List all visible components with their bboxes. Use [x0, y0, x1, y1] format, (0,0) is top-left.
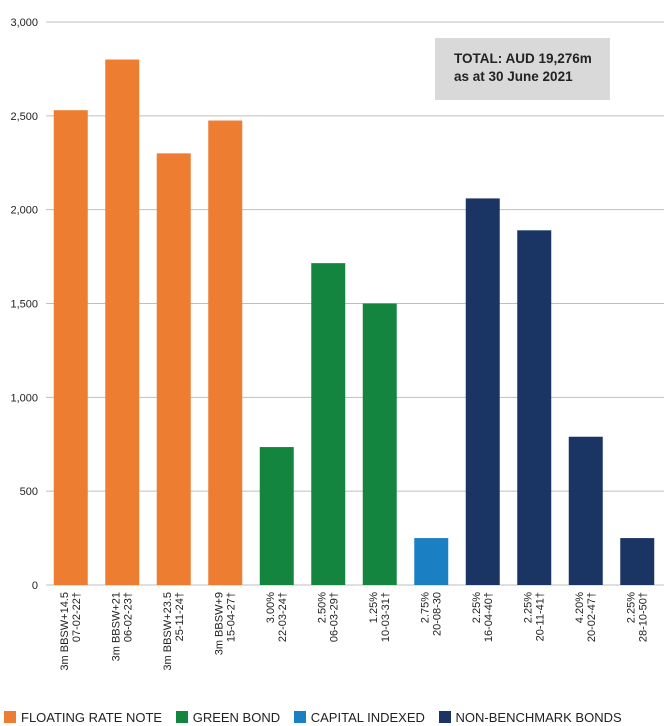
legend-swatch-green-bond	[175, 711, 188, 723]
x-tick-label: 2.25%	[625, 592, 637, 623]
bar	[105, 59, 140, 586]
bar	[53, 110, 88, 585]
bar	[311, 263, 346, 585]
x-tick-label: 16-04-40†	[483, 592, 495, 642]
bar	[568, 436, 603, 585]
x-tick-label: 2.25%	[471, 592, 483, 623]
x-tick-label: 1.25%	[368, 592, 380, 623]
x-tick-label: 3m BBSW+9	[213, 592, 225, 655]
x-tick-label: 28-10-50†	[637, 592, 649, 642]
legend-item-non-benchmark-bonds: NON-BENCHMARK BONDS	[438, 710, 622, 725]
x-tick-label: 07-02-22†	[71, 592, 83, 642]
x-tick-label: 06-03-29†	[328, 592, 340, 642]
bar	[208, 120, 243, 586]
legend-swatch-capital-indexed	[293, 711, 306, 723]
x-tick-label: 3m BBSW+23.5	[162, 592, 174, 671]
y-tick-label: 0	[32, 580, 38, 592]
x-tick-label: 06-02-23†	[122, 592, 134, 642]
y-tick-label: 1,000	[10, 392, 38, 404]
x-tick-label: 22-03-24†	[277, 592, 289, 642]
x-tick-label: 3m BBSW+14.5	[59, 592, 71, 671]
x-tick-label: 2.25%	[522, 592, 534, 623]
bar	[517, 230, 552, 585]
x-tick-label: 2.50%	[316, 592, 328, 623]
legend: FLOATING RATE NOTE GREEN BOND CAPITAL IN…	[4, 710, 664, 726]
y-tick-label: 2,000	[10, 205, 38, 217]
y-tick-label: 500	[20, 486, 38, 498]
total-annotation-box: TOTAL: AUD 19,276m as at 30 June 2021	[435, 38, 610, 100]
x-tick-label: 15-04-27†	[225, 592, 237, 642]
x-tick-label: 3m BBSW+21	[110, 592, 122, 661]
legend-label-non-benchmark-bonds: NON-BENCHMARK BONDS	[455, 710, 622, 725]
x-tick-label: 10-03-31†	[380, 592, 392, 642]
x-tick-label: 2.75%	[419, 592, 431, 623]
y-tick-label: 2,500	[10, 111, 38, 123]
x-tick-label: 25-11-24†	[174, 592, 186, 641]
x-tick-label: 20-11-41†	[534, 592, 546, 641]
x-tick-label: 3.00%	[265, 592, 277, 623]
legend-label-green-bond: GREEN BOND	[192, 710, 281, 725]
legend-item-green-bond: GREEN BOND	[175, 710, 281, 725]
y-tick-label: 3,000	[10, 17, 38, 29]
bar	[259, 447, 294, 585]
total-line: TOTAL: AUD 19,276m	[454, 51, 592, 66]
as-at-date-line: as at 30 June 2021	[454, 69, 573, 84]
bar	[362, 303, 397, 585]
x-tick-label: 20-08-30	[431, 592, 443, 636]
legend-item-floating-rate-note: FLOATING RATE NOTE	[4, 710, 162, 725]
bar	[414, 538, 449, 585]
legend-swatch-non-benchmark-bonds	[438, 711, 451, 723]
legend-label-capital-indexed: CAPITAL INDEXED	[310, 710, 425, 725]
bar	[156, 153, 191, 585]
x-tick-label: 4.20%	[574, 592, 586, 623]
x-tick-label: 20-02-47†	[586, 592, 598, 642]
bar	[465, 198, 500, 585]
bar	[620, 538, 655, 585]
legend-label-floating-rate-note: FLOATING RATE NOTE	[21, 710, 163, 725]
legend-item-capital-indexed: CAPITAL INDEXED	[293, 710, 425, 725]
y-tick-label: 1,500	[10, 299, 38, 311]
legend-swatch-floating-rate-note	[4, 711, 16, 723]
